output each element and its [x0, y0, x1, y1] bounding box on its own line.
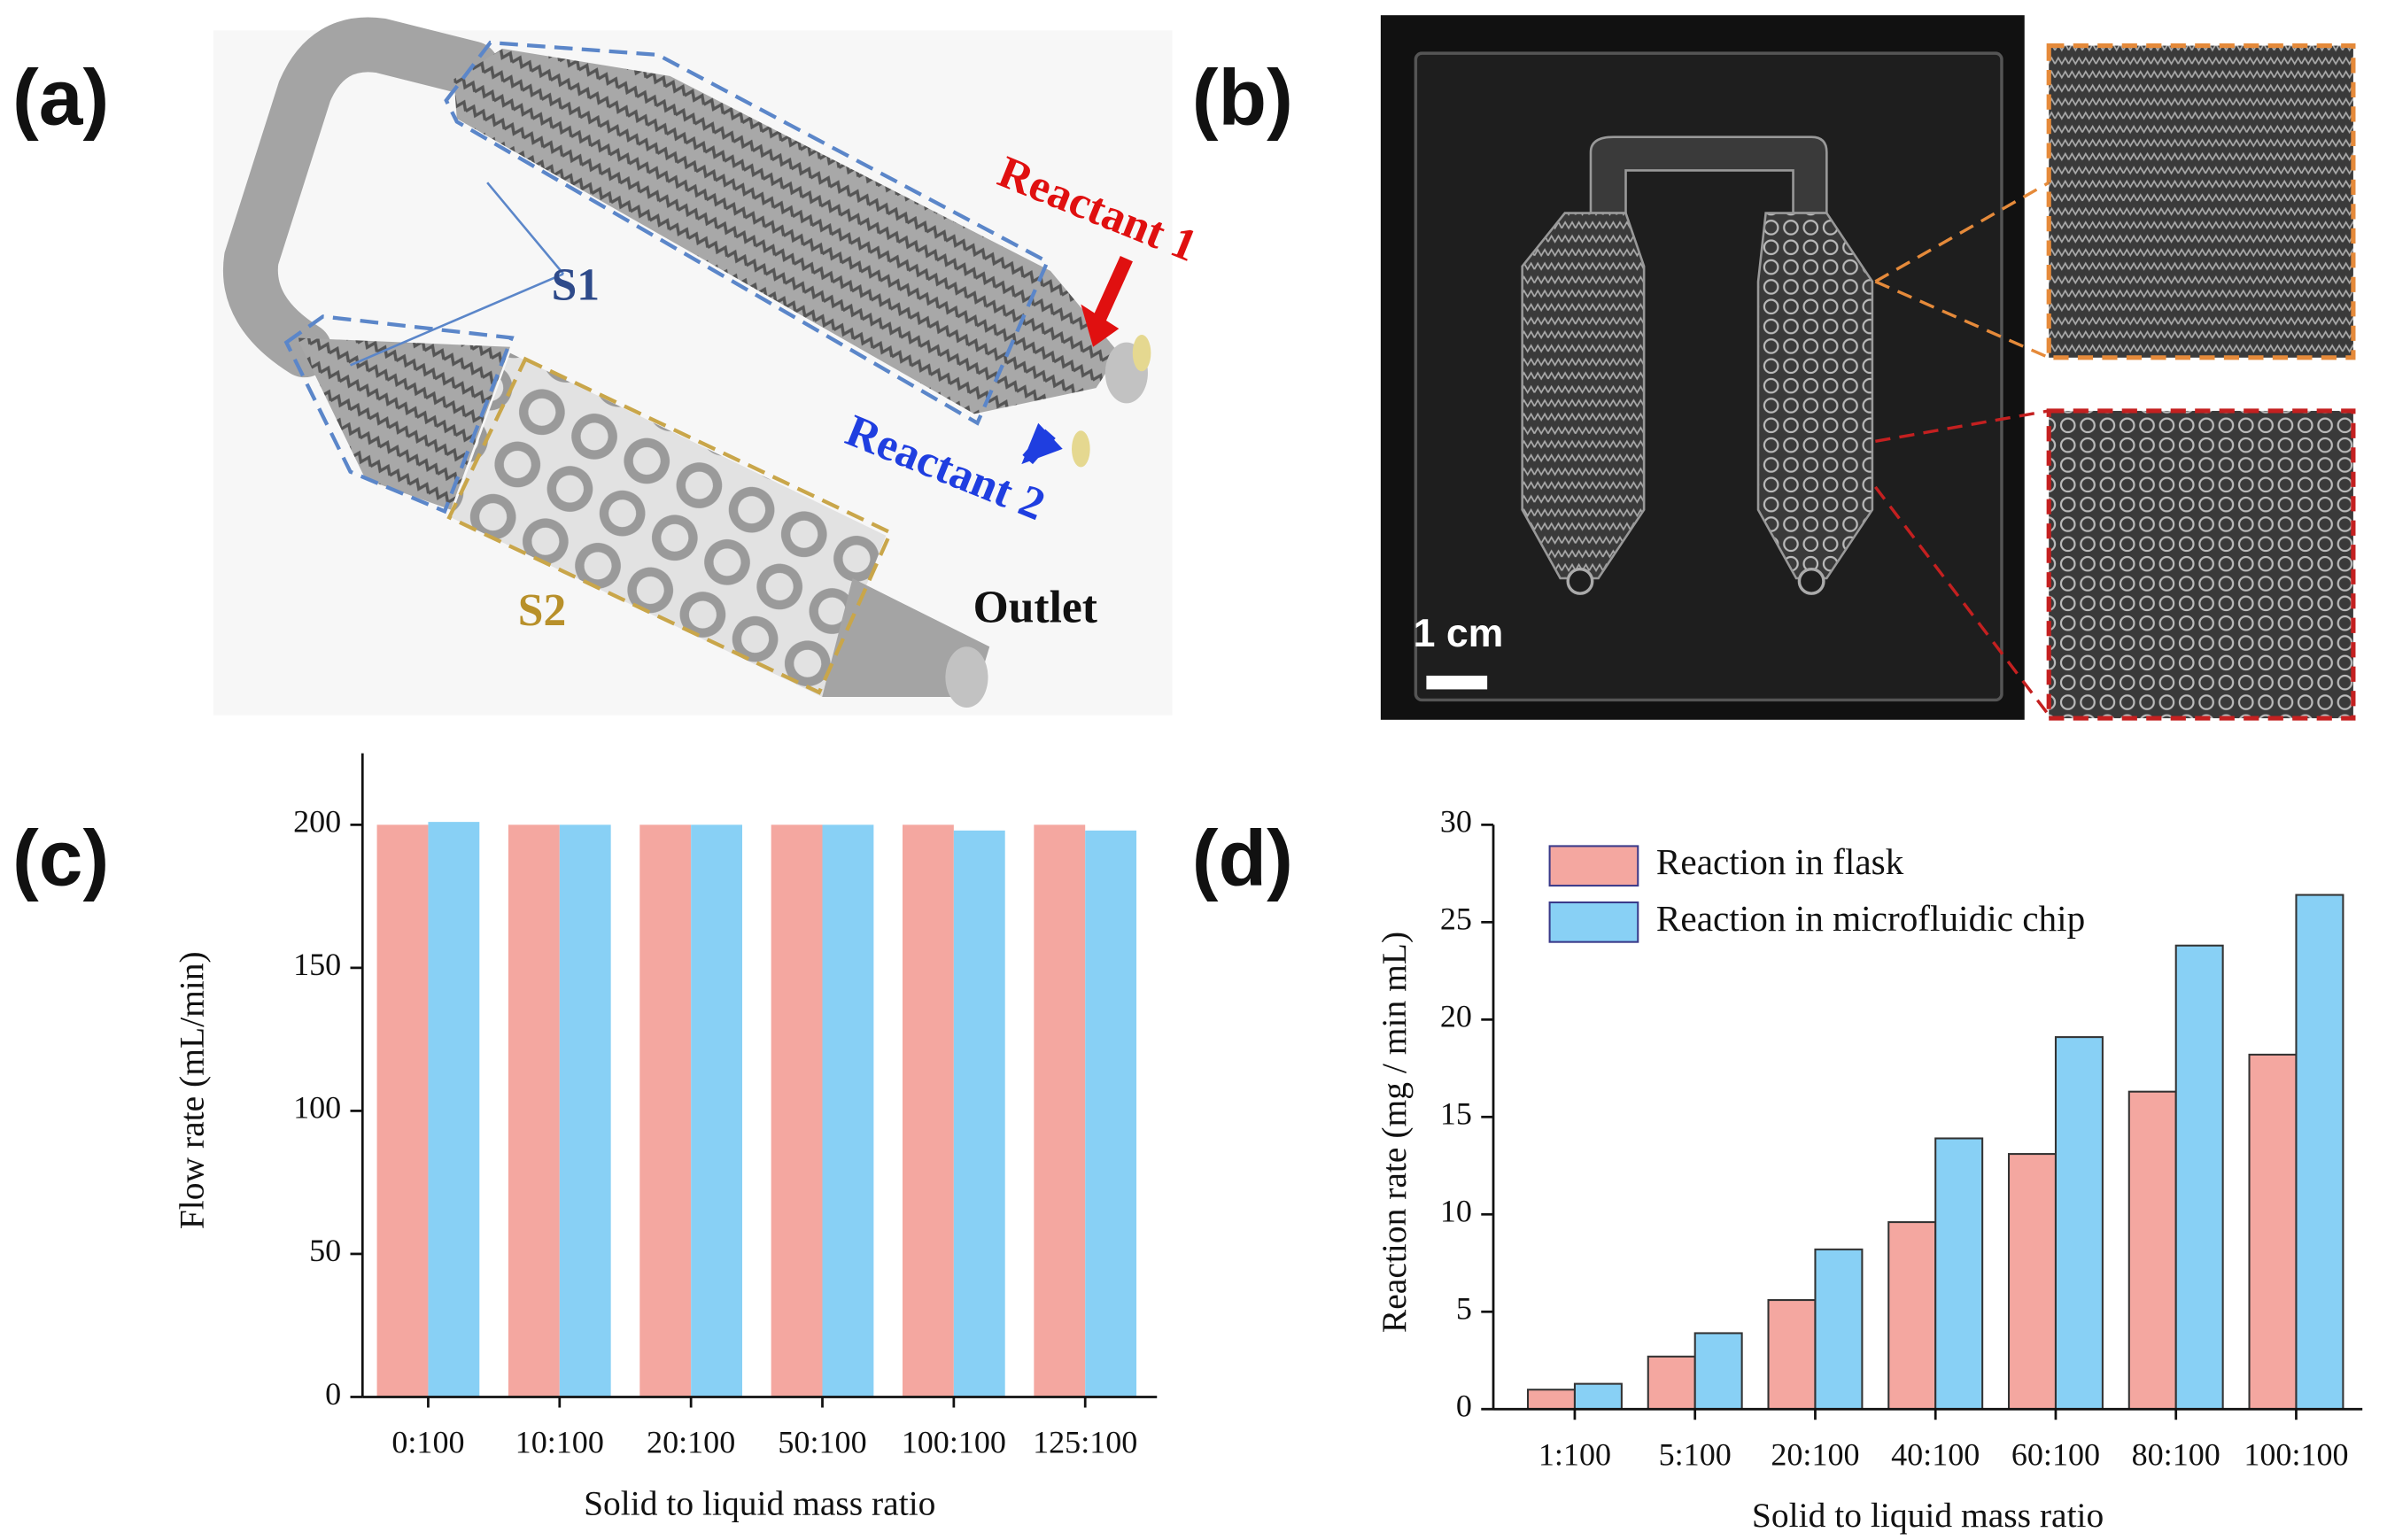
bar — [2295, 894, 2344, 1411]
x-tick-label: 20:100 — [1771, 1436, 1859, 1472]
y-axis-label: Flow rate (mL/min) — [172, 951, 211, 1229]
bar — [1647, 1355, 1696, 1411]
s1-label: S1 — [552, 259, 600, 310]
bar — [1526, 1389, 1576, 1411]
y-tick-label: 150 — [293, 947, 341, 982]
legend-swatch — [1548, 901, 1639, 943]
bar — [559, 824, 611, 1397]
y-axis-label: Reaction rate (mg / min mL) — [1375, 932, 1414, 1333]
y-tick-label: 0 — [325, 1376, 341, 1412]
bar — [902, 824, 954, 1397]
bar — [1814, 1248, 1864, 1411]
bar — [2007, 1153, 2057, 1411]
microreactor-render: S1 S2 Reactant 1 Reactant 2 Outlet — [213, 17, 1204, 716]
legend-swatch — [1548, 845, 1639, 887]
bar — [1767, 1299, 1817, 1411]
scale-label: 1 cm — [1414, 612, 1504, 655]
x-tick-label: 100:100 — [902, 1425, 1006, 1460]
x-tick-label: 50:100 — [778, 1425, 866, 1460]
x-tick-label: 10:100 — [515, 1425, 604, 1460]
bar — [2174, 944, 2224, 1411]
y-tick-label: 100 — [293, 1090, 341, 1126]
bar — [508, 824, 560, 1397]
bar — [2248, 1053, 2298, 1411]
x-tick-label: 1:100 — [1538, 1436, 1611, 1472]
bar — [1085, 830, 1137, 1397]
bar — [376, 824, 429, 1397]
bar — [1934, 1137, 1984, 1411]
y-tick-label: 30 — [1440, 804, 1472, 840]
bar — [1887, 1221, 1937, 1411]
x-tick-label: 60:100 — [2011, 1436, 2100, 1472]
bar — [691, 824, 743, 1397]
bar — [428, 822, 480, 1397]
bar — [2127, 1090, 2177, 1411]
bar — [1693, 1332, 1743, 1411]
x-axis-label: Solid to liquid mass ratio — [584, 1483, 935, 1522]
bar — [639, 824, 692, 1397]
bar — [771, 824, 823, 1397]
x-tick-label: 5:100 — [1659, 1436, 1732, 1472]
outlet-label: Outlet — [973, 583, 1097, 633]
x-tick-label: 40:100 — [1891, 1436, 1980, 1472]
chip-photo: 1 cm — [1380, 15, 2356, 721]
panel-label: (d) — [1192, 814, 1293, 902]
x-tick-label: 20:100 — [647, 1425, 735, 1460]
legend-label: Reaction in flask — [1656, 841, 1904, 882]
bar — [953, 830, 1005, 1397]
panel-label: (a) — [12, 52, 109, 141]
x-tick-label: 0:100 — [391, 1425, 464, 1460]
y-tick-label: 200 — [293, 804, 341, 840]
bar — [1573, 1382, 1623, 1411]
panel-label: (c) — [12, 814, 109, 902]
x-tick-label: 125:100 — [1033, 1425, 1137, 1460]
bar — [2054, 1036, 2104, 1411]
y-tick-label: 20 — [1440, 999, 1472, 1034]
bar — [1034, 824, 1086, 1397]
x-tick-label: 80:100 — [2132, 1436, 2220, 1472]
x-axis-label: Solid to liquid mass ratio — [1752, 1496, 2104, 1535]
s2-label: S2 — [518, 585, 566, 636]
bar — [822, 824, 874, 1397]
y-tick-label: 25 — [1440, 902, 1472, 937]
y-tick-label: 15 — [1440, 1096, 1472, 1132]
x-tick-label: 100:100 — [2244, 1436, 2348, 1472]
y-tick-label: 10 — [1440, 1194, 1472, 1229]
y-tick-label: 5 — [1456, 1291, 1472, 1327]
panel-label: (b) — [1192, 52, 1293, 141]
y-tick-label: 0 — [1456, 1389, 1472, 1424]
legend-label: Reaction in microfluidic chip — [1656, 898, 2085, 939]
y-tick-label: 50 — [309, 1233, 341, 1268]
